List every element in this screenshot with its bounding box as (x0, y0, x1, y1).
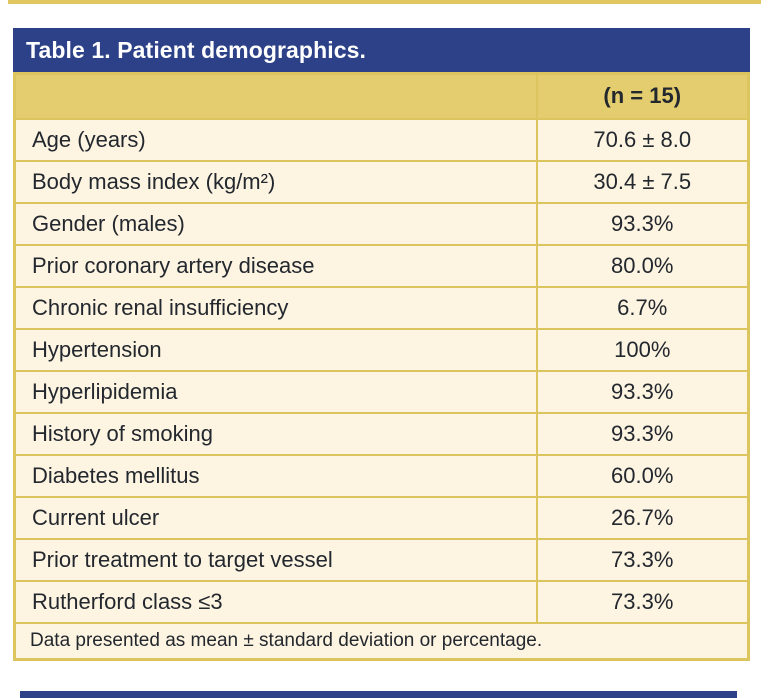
table-row: Body mass index (kg/m²) 30.4 ± 7.5 (13, 159, 750, 204)
table-row: Hyperlipidemia 93.3% (13, 369, 750, 414)
row-value: 100% (535, 327, 750, 372)
footnote-row: Data presented as mean ± standard deviat… (13, 621, 750, 661)
row-value: 80.0% (535, 243, 750, 288)
table-title: Table 1. Patient demographics. (26, 36, 366, 63)
row-value: 30.4 ± 7.5 (535, 159, 750, 204)
row-label: Hyperlipidemia (13, 369, 538, 414)
table-footnote: Data presented as mean ± standard deviat… (13, 621, 750, 661)
row-label: Prior coronary artery disease (13, 243, 538, 288)
table-title-bar: Table 1. Patient demographics. (13, 28, 750, 72)
table-row: Age (years) 70.6 ± 8.0 (13, 117, 750, 162)
patient-demographics-table: (n = 15) Age (years) 70.6 ± 8.0 Body mas… (13, 72, 750, 661)
column-header-row: (n = 15) (13, 72, 750, 120)
table-row: Prior treatment to target vessel 73.3% (13, 537, 750, 582)
row-value: 60.0% (535, 453, 750, 498)
row-label: Current ulcer (13, 495, 538, 540)
table-figure: Table 1. Patient demographics. (n = 15) … (13, 28, 750, 661)
row-value: 70.6 ± 8.0 (535, 117, 750, 162)
row-value: 73.3% (535, 537, 750, 582)
row-label: Age (years) (13, 117, 538, 162)
row-value: 93.3% (535, 201, 750, 246)
top-gold-rule (8, 0, 761, 4)
row-label: Prior treatment to target vessel (13, 537, 538, 582)
row-value: 6.7% (535, 285, 750, 330)
row-label: Chronic renal insufficiency (13, 285, 538, 330)
row-label: Rutherford class ≤3 (13, 579, 538, 624)
row-value: 73.3% (535, 579, 750, 624)
table-row: Chronic renal insufficiency 6.7% (13, 285, 750, 330)
row-value: 26.7% (535, 495, 750, 540)
next-table-header-strip (20, 691, 737, 698)
table-row: Prior coronary artery disease 80.0% (13, 243, 750, 288)
row-label: Body mass index (kg/m²) (13, 159, 538, 204)
header-empty-cell (13, 72, 538, 120)
table-row: Gender (males) 93.3% (13, 201, 750, 246)
table-row: Rutherford class ≤3 73.3% (13, 579, 750, 624)
row-label: Diabetes mellitus (13, 453, 538, 498)
row-value: 93.3% (535, 411, 750, 456)
table-row: Current ulcer 26.7% (13, 495, 750, 540)
row-label: History of smoking (13, 411, 538, 456)
table-row: Hypertension 100% (13, 327, 750, 372)
row-label: Hypertension (13, 327, 538, 372)
table-row: History of smoking 93.3% (13, 411, 750, 456)
header-n-cell: (n = 15) (535, 72, 750, 120)
row-value: 93.3% (535, 369, 750, 414)
table-row: Diabetes mellitus 60.0% (13, 453, 750, 498)
row-label: Gender (males) (13, 201, 538, 246)
